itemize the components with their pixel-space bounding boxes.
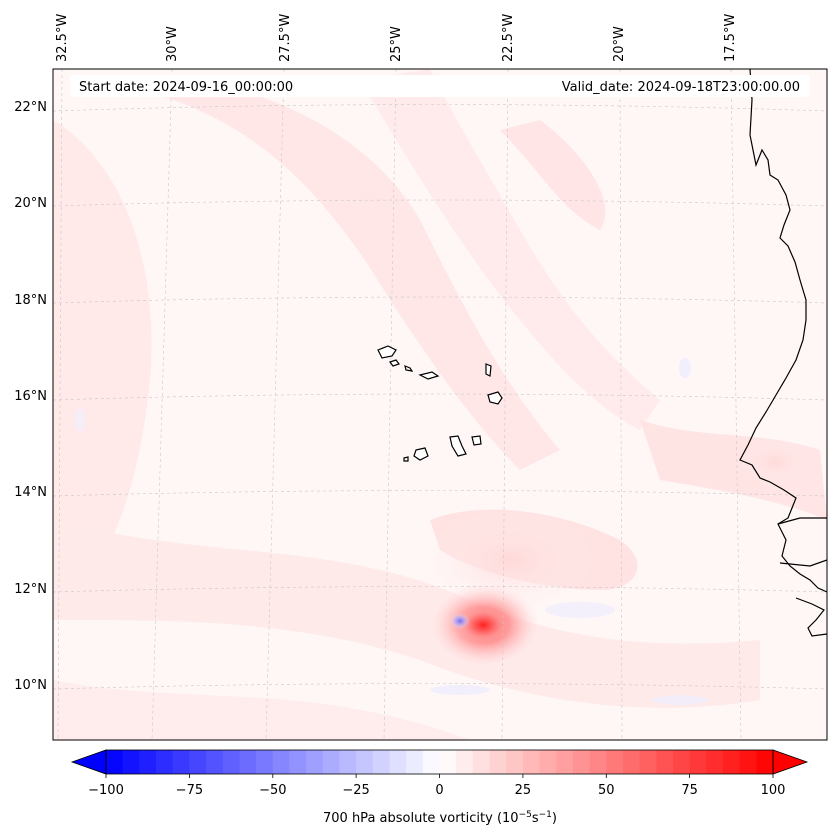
colorbar-segment bbox=[606, 750, 624, 774]
valid-date-label: Valid_date: 2024-09-18T23:00:00.00 bbox=[562, 80, 800, 95]
colorbar-segment bbox=[189, 750, 207, 774]
colorbar-high-extend bbox=[772, 749, 809, 775]
colorbar-segment bbox=[472, 750, 490, 774]
lon-label: 22.5°W bbox=[501, 14, 516, 62]
colorbar-segment bbox=[572, 750, 590, 774]
colorbar-segment bbox=[222, 750, 240, 774]
vorticity-maximum bbox=[430, 583, 540, 667]
island-fogo bbox=[413, 447, 429, 461]
colorbar-tick-label: 75 bbox=[681, 783, 698, 798]
colorbar-segment bbox=[406, 750, 424, 774]
map-panel bbox=[53, 69, 827, 740]
colorbar-ticks: −100 −75 −50 −25 0 25 50 75 100 bbox=[88, 774, 785, 798]
lat-label: 12°N bbox=[14, 582, 47, 597]
lat-label: 10°N bbox=[14, 678, 47, 693]
colorbar-segment bbox=[672, 750, 691, 774]
map-border bbox=[52, 68, 828, 741]
colorbar-segment bbox=[456, 750, 474, 774]
lat-label: 14°N bbox=[14, 485, 47, 500]
colorbar-segment bbox=[372, 750, 390, 774]
colorbar-segment bbox=[256, 750, 274, 774]
colorbar-segment bbox=[239, 750, 257, 774]
colorbar-segment bbox=[722, 750, 741, 774]
lon-label: 17.5°W bbox=[723, 14, 738, 62]
colorbar-segment bbox=[622, 750, 640, 774]
colorbar-segment bbox=[422, 750, 440, 774]
colorbar-segment bbox=[656, 750, 674, 774]
cape-verde-islands bbox=[377, 345, 503, 462]
colorbar-segment bbox=[739, 750, 757, 774]
colorbar-title: 700 hPa absolute vorticity (10−5s−1) bbox=[323, 810, 557, 826]
colorbar-tick-label: 25 bbox=[515, 783, 532, 798]
coastal-vorticity-patch bbox=[740, 440, 810, 484]
graticule bbox=[53, 69, 827, 740]
colorbar-segments bbox=[106, 750, 774, 774]
colorbar-segment bbox=[139, 750, 157, 774]
colorbar-segment bbox=[522, 750, 540, 774]
latitude-labels: 22°N 20°N 18°N 16°N 14°N 12°N 10°N bbox=[14, 100, 47, 693]
colorbar-segment bbox=[439, 750, 457, 774]
colorbar-segment bbox=[106, 750, 124, 774]
lat-label: 22°N bbox=[14, 100, 47, 115]
colorbar-segment bbox=[156, 750, 174, 774]
colorbar-low-extend bbox=[70, 749, 107, 775]
colorbar-segment bbox=[289, 750, 307, 774]
island-santiago bbox=[449, 435, 467, 457]
island-sal bbox=[485, 363, 492, 377]
lat-label: 18°N bbox=[14, 293, 47, 308]
lon-label: 25°W bbox=[389, 26, 404, 62]
colorbar-tick-label: 50 bbox=[598, 783, 615, 798]
island-maio bbox=[471, 435, 482, 446]
colorbar-segment bbox=[706, 750, 724, 774]
colorbar-segment bbox=[339, 750, 357, 774]
island-sao-vicente bbox=[389, 359, 400, 367]
colorbar-segment bbox=[506, 750, 524, 774]
colorbar-segment bbox=[206, 750, 224, 774]
island-brava bbox=[403, 456, 409, 462]
colorbar-segment bbox=[539, 750, 557, 774]
vorticity-minimum bbox=[450, 613, 470, 629]
coastline bbox=[739, 69, 827, 637]
weak-vorticity-field bbox=[53, 69, 827, 740]
colorbar-tick-label: −75 bbox=[176, 783, 203, 798]
vortex-envelope bbox=[425, 510, 595, 610]
colorbar-segment bbox=[322, 750, 340, 774]
colorbar-segment bbox=[306, 750, 324, 774]
colorbar-segment bbox=[589, 750, 607, 774]
colorbar-tick-label: 0 bbox=[435, 783, 443, 798]
colorbar: −100 −75 −50 −25 0 25 50 75 100 700 hPa … bbox=[70, 749, 809, 826]
colorbar-segment bbox=[272, 750, 290, 774]
lon-label: 20°W bbox=[612, 26, 627, 62]
colorbar-segment bbox=[489, 750, 507, 774]
lon-label: 32.5°W bbox=[55, 14, 70, 62]
colorbar-tick-label: 100 bbox=[761, 783, 786, 798]
colorbar-segment bbox=[172, 750, 190, 774]
colorbar-segment bbox=[556, 750, 574, 774]
colorbar-tick-label: −50 bbox=[259, 783, 286, 798]
colorbar-segment bbox=[389, 750, 407, 774]
longitude-labels: 32.5°W 30°W 27.5°W 25°W 22.5°W 20°W 17.5… bbox=[55, 14, 738, 62]
colorbar-segment bbox=[756, 750, 774, 774]
island-santa-luzia bbox=[404, 365, 414, 372]
island-boa-vista bbox=[487, 391, 503, 405]
lat-label: 16°N bbox=[14, 389, 47, 404]
colorbar-segment bbox=[122, 750, 140, 774]
header-band bbox=[70, 75, 810, 97]
island-sao-nicolau bbox=[418, 371, 440, 380]
colorbar-tick-label: −100 bbox=[88, 783, 124, 798]
weak-negative-field bbox=[75, 358, 708, 705]
colorbar-segment bbox=[689, 750, 707, 774]
start-date-label: Start date: 2024-09-16_00:00:00 bbox=[79, 80, 293, 95]
colorbar-tick-label: −25 bbox=[342, 783, 369, 798]
island-santo-antao bbox=[377, 345, 397, 359]
lon-label: 30°W bbox=[165, 26, 180, 62]
colorbar-segment bbox=[639, 750, 657, 774]
lat-label: 20°N bbox=[14, 196, 47, 211]
lon-label: 27.5°W bbox=[278, 14, 293, 62]
colorbar-segment bbox=[356, 750, 374, 774]
